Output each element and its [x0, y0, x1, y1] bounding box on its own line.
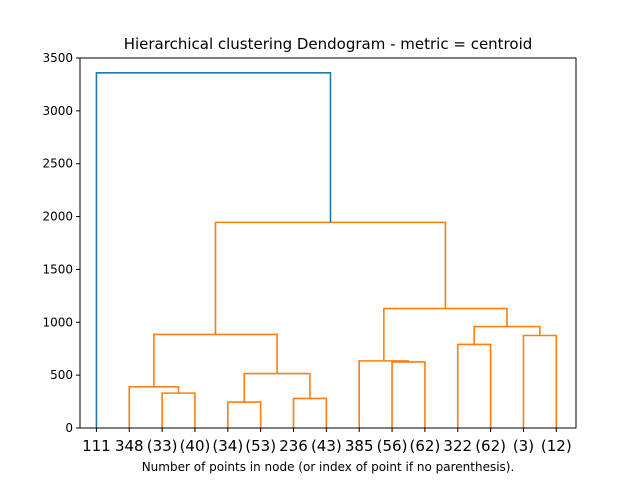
- y-axis: 0 500 1000 1500 2000 2500 3000 3500: [42, 51, 80, 435]
- leaf-label: 111: [82, 437, 111, 455]
- leaf-label: (3): [513, 437, 534, 455]
- chart-title: Hierarchical clustering Dendogram - metr…: [124, 35, 533, 53]
- leaf-label: (43): [311, 437, 342, 455]
- dendrogram-links: [95, 72, 558, 428]
- y-tick-label: 0: [65, 421, 73, 435]
- leaf-label: (62): [475, 437, 506, 455]
- leaf-label: 236: [279, 437, 308, 455]
- leaf-label: (12): [541, 437, 572, 455]
- leaf-label: (62): [410, 437, 441, 455]
- dendrogram-link-3: [292, 397, 328, 428]
- leaf-label: 322: [443, 437, 472, 455]
- y-tick-label: 2000: [42, 210, 73, 224]
- leaf-label: (40): [180, 437, 211, 455]
- dendrogram-link-6: [391, 361, 426, 428]
- plot-frame: [79, 57, 577, 429]
- dendrogram-link-12: [214, 221, 447, 335]
- leaf-label: (56): [377, 437, 408, 455]
- dendrogram-link-2: [227, 401, 262, 428]
- leaf-label: 348: [115, 437, 144, 455]
- dendrogram-link-13: [95, 72, 332, 428]
- y-tick-label: 2500: [42, 157, 73, 171]
- leaf-label: 385: [345, 437, 374, 455]
- dendrogram-link-8: [456, 343, 492, 428]
- leaf-label: (33): [147, 437, 178, 455]
- dendrogram-link-11: [383, 307, 508, 361]
- y-tick-label: 1000: [42, 315, 73, 329]
- dendrogram-link-7: [358, 360, 410, 428]
- y-tick-label: 3500: [42, 51, 73, 65]
- dendrogram-link-9: [522, 334, 558, 428]
- x-axis-leaf-labels: 111 348 (33) (40) (34) (53) 236 (43) 385 (56) (62)…: [82, 428, 572, 455]
- dendrogram-link-5: [153, 333, 278, 387]
- leaf-label: (53): [245, 437, 276, 455]
- x-axis-label: Number of points in node (or index of po…: [142, 460, 515, 474]
- y-tick-label: 3000: [42, 104, 73, 118]
- dendrogram-link-0: [161, 392, 196, 428]
- y-tick-label: 1500: [42, 262, 73, 276]
- y-tick-label: 500: [50, 368, 73, 382]
- leaf-label: (34): [212, 437, 243, 455]
